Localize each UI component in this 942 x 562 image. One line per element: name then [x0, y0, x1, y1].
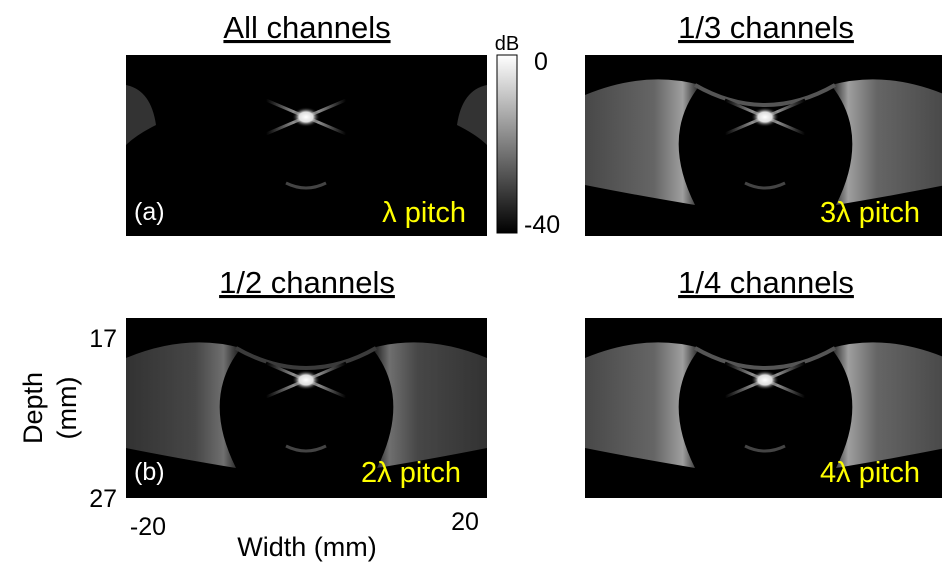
y-tick-label: 27 — [89, 485, 117, 513]
pitch-label: 3λ pitch — [820, 197, 920, 229]
x-tick-label: 20 — [451, 508, 479, 536]
image-panel: (a) λ pitch — [126, 55, 487, 236]
colorbar-max: 0 — [534, 48, 548, 76]
x-axis-label: Width (mm) — [237, 532, 376, 562]
pitch-label: λ pitch — [382, 197, 466, 229]
colorbar-min: -40 — [524, 211, 560, 239]
image-panel: 3λ pitch — [585, 55, 942, 236]
x-tick-label: -20 — [130, 513, 166, 541]
colorbar — [497, 55, 517, 233]
panel-title: 1/2 channels — [219, 265, 395, 300]
panel-title: All channels — [223, 10, 390, 45]
image-panel: (b) 2λ pitch — [126, 318, 487, 498]
image-panel: 4λ pitch — [585, 318, 942, 498]
panel-title: 1/3 channels — [678, 10, 854, 45]
panel-letter: (b) — [134, 458, 165, 486]
panel-letter: (a) — [134, 198, 165, 226]
colorbar-unit: dB — [495, 33, 519, 55]
y-axis-unit: (mm) — [52, 377, 82, 440]
y-tick-label: 17 — [89, 325, 117, 353]
pitch-label: 2λ pitch — [361, 457, 461, 489]
y-axis-label: Depth — [18, 372, 48, 444]
panel-title: 1/4 channels — [678, 265, 854, 300]
figure: All channels (a) λ pitch dB 0 -40 1/3 ch… — [0, 0, 942, 562]
pitch-label: 4λ pitch — [820, 457, 920, 489]
